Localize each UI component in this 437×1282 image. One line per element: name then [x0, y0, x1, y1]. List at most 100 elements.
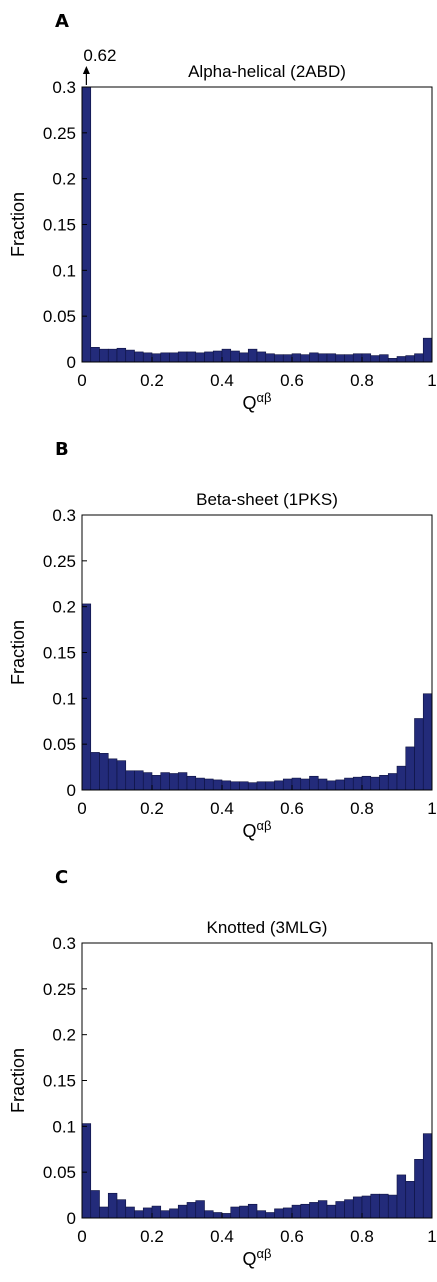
x-tick-label: 0.2 [140, 799, 164, 818]
x-tick-label: 0.4 [210, 371, 234, 390]
y-tick-label: 0 [67, 781, 76, 800]
bar [379, 775, 389, 791]
y-axis-label: Fraction [8, 192, 28, 257]
bar [204, 1210, 214, 1219]
bar [352, 776, 363, 791]
bar [396, 765, 407, 791]
x-tick-label: 0.6 [280, 371, 304, 390]
bar [309, 1202, 319, 1219]
bar [396, 356, 407, 363]
bar [309, 775, 319, 791]
y-tick-label: 0.25 [43, 124, 76, 143]
bar [379, 354, 389, 363]
panel-a: A Alpha-helical (2ABD) 0 0.05 0.1 0.15 0.2 0.25… [8, 11, 437, 413]
bar [256, 1210, 267, 1219]
bar [134, 351, 144, 363]
y-axis-label: Fraction [8, 620, 28, 685]
bar [151, 775, 162, 791]
bar [422, 337, 433, 363]
bar [230, 350, 240, 363]
bar [239, 1205, 249, 1219]
x-axis-label-main: Q [242, 821, 256, 841]
y-tick-label: 0.05 [43, 1163, 76, 1182]
plot-area [81, 86, 433, 363]
bar [134, 770, 144, 791]
x-tick-label: 0.4 [210, 799, 234, 818]
bar [160, 772, 170, 791]
y-tick-label: 0.3 [52, 934, 76, 953]
bar [414, 1159, 424, 1219]
bar [414, 353, 424, 363]
x-tick-label: 0 [77, 799, 86, 818]
bar [291, 777, 302, 791]
bar [352, 1196, 363, 1219]
bar [169, 1208, 179, 1219]
y-tick-label: 0.3 [52, 506, 76, 525]
x-axis-label-superscript: αβ [257, 390, 272, 405]
bar [344, 1199, 354, 1219]
bar [99, 753, 109, 791]
y-tick-label: 0 [67, 1209, 76, 1228]
bar [361, 353, 372, 363]
bar [212, 779, 223, 791]
bar [352, 353, 363, 363]
chart-title: Beta-sheet (1PKS) [196, 490, 338, 509]
bar [265, 1212, 275, 1219]
x-tick-label: 0.6 [280, 1227, 304, 1246]
bar [212, 1212, 223, 1219]
bar [142, 772, 153, 791]
bar [300, 778, 310, 791]
x-axis-label-main: Q [242, 1249, 256, 1269]
bar [125, 1206, 135, 1219]
x-tick-label: 0.8 [350, 799, 374, 818]
bar [387, 1194, 398, 1219]
bar [344, 777, 354, 791]
bar [239, 352, 249, 363]
bar [195, 1200, 205, 1219]
x-axis-label: Qαβ [242, 390, 271, 413]
bar [361, 1195, 372, 1219]
bar [107, 1192, 118, 1219]
bar [212, 350, 223, 363]
bar [142, 352, 153, 363]
bar [422, 1133, 433, 1219]
bar [326, 353, 337, 363]
bar [195, 777, 205, 791]
y-tick-label: 0.3 [52, 78, 76, 97]
bar [116, 760, 127, 791]
bar [99, 348, 109, 363]
bar [274, 780, 284, 791]
x-tick-label: 0.6 [280, 799, 304, 818]
bar [151, 1205, 162, 1219]
bar [116, 1199, 127, 1219]
panel-c: C Knotted (3MLG) 0 0.05 0.1 0.15 0.2 0.25 0.3 0 0.… [8, 867, 437, 1269]
bar [107, 348, 118, 363]
y-axis-label: Fraction [8, 1048, 28, 1113]
bar [405, 355, 415, 363]
bar [99, 1206, 109, 1219]
bar [204, 778, 214, 791]
x-axis-label-main: Q [242, 393, 256, 413]
bar [239, 781, 249, 791]
x-tick-label: 0 [77, 1227, 86, 1246]
y-tick-label: 0.1 [52, 689, 76, 708]
x-axis-label: Qαβ [242, 818, 271, 841]
bar [335, 1201, 345, 1219]
bar [309, 352, 319, 363]
x-axis-label: Qαβ [242, 1246, 271, 1269]
bar [177, 772, 188, 791]
y-tick-label: 0.2 [52, 598, 76, 617]
bar [405, 1181, 415, 1219]
y-tick-label: 0.05 [43, 307, 76, 326]
bar [221, 348, 232, 363]
bar [335, 354, 345, 363]
bar [230, 1206, 240, 1219]
panel-letter: C [55, 867, 68, 888]
overflow-arrowhead [82, 66, 90, 74]
bar [230, 781, 240, 791]
bar [81, 603, 92, 791]
bar [107, 758, 118, 791]
x-tick-label: 0.4 [210, 1227, 234, 1246]
overflow-annotation: 0.62 [83, 46, 116, 65]
bar [379, 1193, 389, 1219]
